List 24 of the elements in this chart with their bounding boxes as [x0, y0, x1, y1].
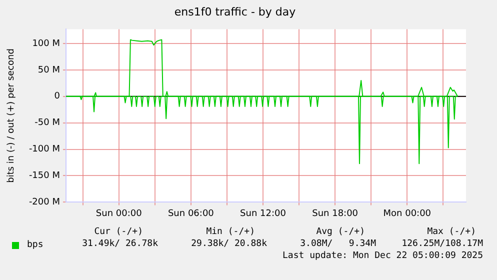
y-axis-title: bits in (-) / out (+) per second: [6, 48, 17, 183]
y-tick-label: 0: [54, 92, 60, 102]
text: 126.25M/108.17M: [402, 239, 483, 249]
text: 31.49k/ 26.78k: [82, 239, 158, 249]
y-tick-label: -50 M: [34, 118, 60, 128]
y-tick-label: -150 M: [28, 171, 60, 182]
y-tick-label: -100 M: [28, 144, 60, 155]
y-tick-label: 100 M: [32, 38, 60, 49]
text: Cur (-/+): [94, 227, 143, 237]
y-tick-label: -200 M: [28, 198, 60, 208]
text: 29.38k/ 20.88k: [191, 239, 267, 249]
x-tick-label: Mon 00:00: [383, 208, 432, 219]
y-tick-label: 50 M: [38, 65, 60, 76]
x-tick-label: Sun 06:00: [168, 208, 214, 219]
chart-title: ens1f0 traffic - by day: [174, 5, 296, 18]
x-tick-label: Sun 18:00: [312, 208, 358, 219]
x-tick-label: Sun 00:00: [96, 208, 142, 219]
text: Last update: Mon Dec 22 05:00:09 2025: [282, 251, 483, 261]
legend-label: bps: [27, 240, 44, 250]
text: Max (-/+): [427, 227, 476, 237]
text: 3.08M/ 9.34M: [300, 239, 376, 249]
text: Avg (-/+): [316, 227, 365, 237]
text: Min (-/+): [206, 227, 255, 237]
x-tick-label: Sun 12:00: [240, 208, 286, 219]
